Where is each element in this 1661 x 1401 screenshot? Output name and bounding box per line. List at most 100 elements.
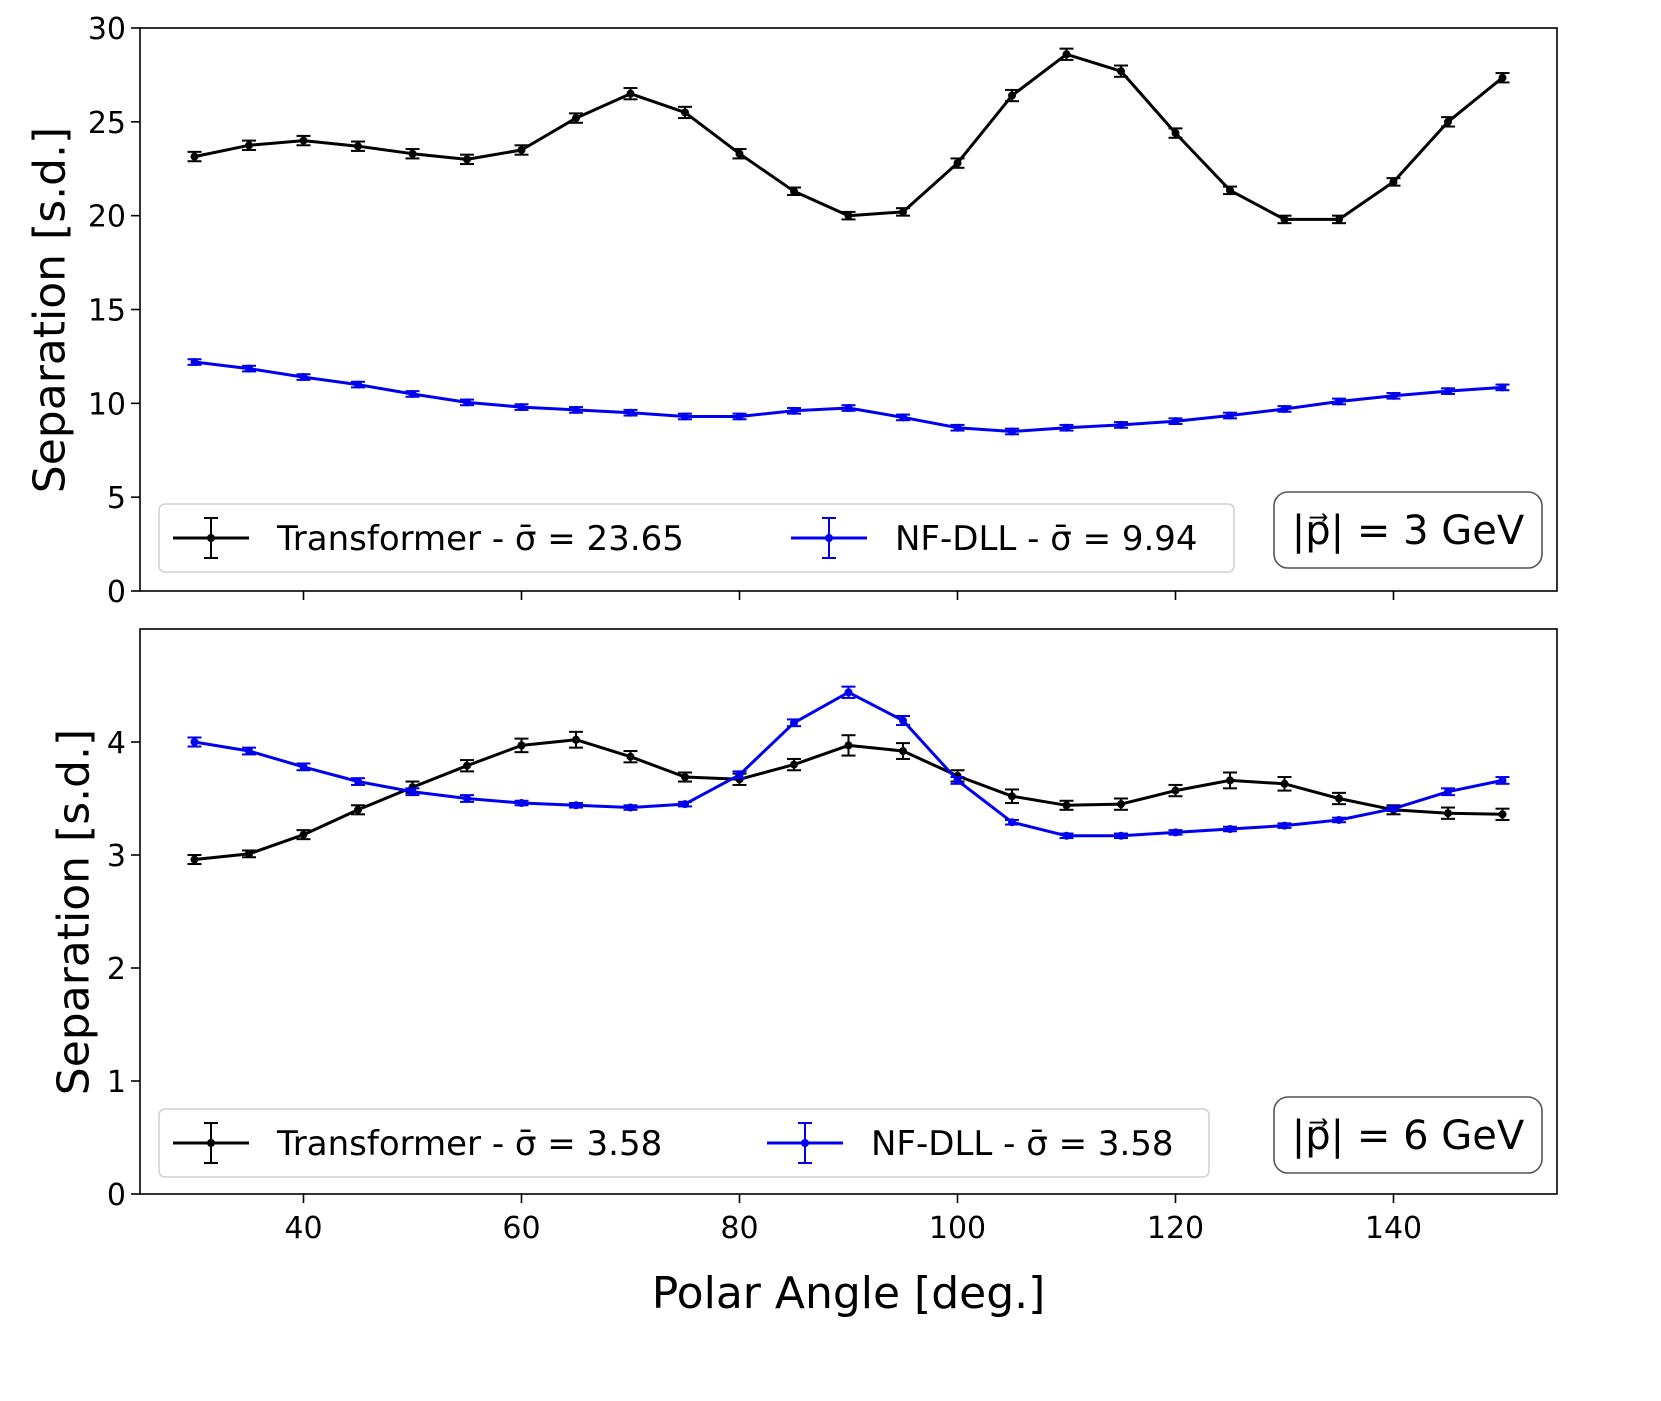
data-point bbox=[1226, 776, 1234, 785]
data-point bbox=[1280, 215, 1289, 224]
data-point bbox=[953, 159, 962, 168]
data-point bbox=[1280, 779, 1289, 788]
legend-marker bbox=[825, 534, 833, 542]
data-point bbox=[626, 408, 635, 417]
data-point bbox=[790, 718, 798, 727]
panel-bottom: 0 1 2 3 4 40 60 80 100 120 140 Separation [s.d.] Pol… bbox=[49, 628, 1558, 1319]
data-point bbox=[844, 211, 853, 220]
data-point bbox=[1062, 423, 1071, 432]
legend-entry-nf-dll: NF-DLL - σ̄ = 9.94 bbox=[791, 517, 1198, 559]
momentum-label: |p⃗| = 6 GeV bbox=[1292, 1113, 1525, 1159]
legend-entry-transformer: Transformer - σ̄ = 3.58 bbox=[173, 1122, 662, 1164]
data-point bbox=[517, 145, 526, 154]
data-point bbox=[1117, 831, 1125, 840]
y-axis-label: Separation [s.d.] bbox=[49, 729, 100, 1095]
data-point bbox=[1062, 50, 1071, 59]
data-point bbox=[245, 141, 253, 150]
y-tick-label: 25 bbox=[88, 106, 126, 141]
data-point bbox=[408, 787, 417, 796]
data-point bbox=[899, 413, 907, 422]
plot-frame bbox=[139, 628, 1558, 1195]
data-point bbox=[245, 747, 253, 756]
data-point bbox=[1226, 411, 1234, 420]
momentum-annotation: |p⃗| = 6 GeV bbox=[1273, 1096, 1543, 1174]
data-point bbox=[681, 800, 689, 809]
data-point bbox=[572, 114, 580, 123]
data-point bbox=[626, 752, 635, 761]
data-point bbox=[463, 794, 471, 803]
data-point bbox=[517, 741, 526, 750]
data-point bbox=[1335, 815, 1343, 824]
legend-label: NF-DLL - σ̄ = 3.58 bbox=[871, 1124, 1174, 1164]
data-point bbox=[1389, 391, 1398, 400]
data-point bbox=[1498, 383, 1507, 392]
data-point bbox=[1117, 800, 1125, 809]
data-point bbox=[517, 403, 526, 412]
data-point bbox=[517, 799, 526, 808]
data-point bbox=[953, 423, 962, 432]
data-point bbox=[681, 773, 689, 782]
legend-label: Transformer - σ̄ = 3.58 bbox=[276, 1124, 662, 1164]
data-point bbox=[681, 108, 689, 117]
y-axis-label: Separation [s.d.] bbox=[25, 127, 76, 493]
data-point bbox=[1117, 67, 1125, 76]
x-tick-label: 120 bbox=[1147, 1211, 1204, 1246]
data-point bbox=[1498, 810, 1507, 819]
data-point bbox=[1171, 417, 1180, 426]
data-point bbox=[1389, 804, 1398, 813]
data-point bbox=[1335, 397, 1343, 406]
x-tick-label: 40 bbox=[284, 1211, 322, 1246]
data-point bbox=[299, 136, 308, 145]
data-point bbox=[408, 389, 417, 398]
data-point bbox=[190, 855, 199, 864]
data-point bbox=[735, 770, 744, 779]
data-point bbox=[1062, 801, 1071, 810]
y-tick-label: 30 bbox=[88, 12, 126, 47]
data-point bbox=[408, 149, 417, 158]
data-point bbox=[626, 803, 635, 812]
data-point bbox=[354, 777, 362, 786]
data-point bbox=[572, 735, 580, 744]
data-point bbox=[790, 187, 798, 196]
data-point bbox=[354, 142, 362, 151]
data-point bbox=[1498, 776, 1507, 785]
y-tick-label: 1 bbox=[107, 1065, 126, 1100]
data-point bbox=[190, 738, 199, 746]
data-point bbox=[1008, 818, 1016, 827]
x-tick-label: 140 bbox=[1365, 1211, 1422, 1246]
data-point bbox=[1008, 427, 1016, 436]
legend-marker bbox=[207, 1139, 215, 1147]
data-point bbox=[572, 801, 580, 810]
y-tick-label: 15 bbox=[88, 294, 126, 329]
data-point bbox=[1008, 792, 1016, 801]
legend-box bbox=[158, 503, 1235, 573]
x-tick-label: 100 bbox=[929, 1211, 986, 1246]
legend-marker bbox=[801, 1139, 809, 1147]
data-point bbox=[190, 358, 199, 367]
y-tick-label: 5 bbox=[107, 481, 126, 516]
data-point bbox=[1498, 73, 1507, 82]
x-tick-label: 60 bbox=[502, 1211, 540, 1246]
data-point bbox=[844, 688, 853, 697]
panel-top: 0 5 10 15 20 25 30 Separation [s.d.] Transformer… bbox=[25, 12, 1558, 610]
x-tick-label: 80 bbox=[720, 1211, 758, 1246]
data-point bbox=[354, 805, 362, 814]
data-point bbox=[1171, 828, 1180, 837]
data-point bbox=[844, 404, 853, 413]
data-point bbox=[299, 762, 308, 771]
momentum-box bbox=[1273, 491, 1543, 569]
data-point bbox=[735, 149, 744, 158]
data-point bbox=[790, 760, 798, 769]
data-point bbox=[899, 207, 907, 216]
y-tick-label: 2 bbox=[107, 952, 126, 987]
x-axis-label: Polar Angle [deg.] bbox=[652, 1268, 1046, 1319]
series-transformer bbox=[187, 730, 1510, 866]
legend: Transformer - σ̄ = 3.58 NF-DLL - σ̄ = 3.5… bbox=[158, 1108, 1210, 1178]
data-point bbox=[681, 412, 689, 421]
series-nf-dll bbox=[187, 685, 1510, 840]
legend-entry-transformer: Transformer - σ̄ = 23.65 bbox=[173, 517, 684, 559]
data-point bbox=[1280, 821, 1289, 830]
momentum-label: |p⃗| = 3 GeV bbox=[1292, 508, 1525, 554]
